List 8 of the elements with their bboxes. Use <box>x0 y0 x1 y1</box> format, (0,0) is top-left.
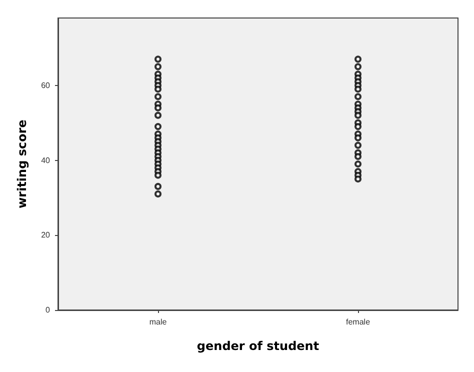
y-tick-label: 40 <box>41 156 51 165</box>
y-tick-label: 0 <box>46 306 51 314</box>
x-tick-label: male <box>149 318 168 326</box>
y-tick-label: 20 <box>41 230 51 240</box>
x-axis-title: gender of student <box>196 339 320 353</box>
x-tick-label: female <box>346 318 371 326</box>
y-tick-label: 60 <box>41 80 51 90</box>
y-axis-title: writing score <box>15 120 29 208</box>
